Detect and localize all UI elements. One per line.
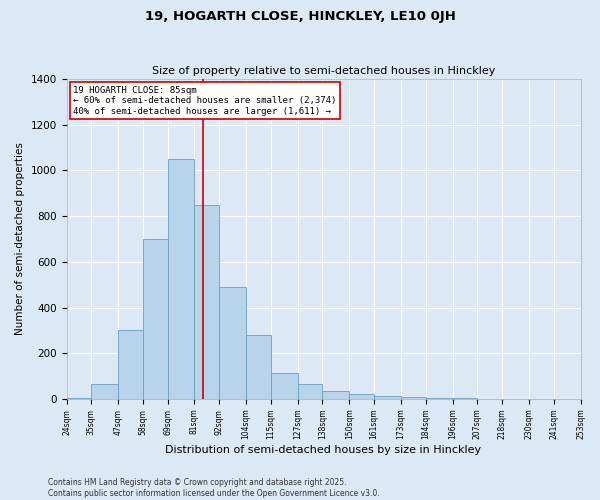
Bar bbox=[219, 287, 246, 399]
Bar bbox=[425, 398, 452, 399]
Bar bbox=[194, 204, 219, 399]
Text: Contains HM Land Registry data © Crown copyright and database right 2025.
Contai: Contains HM Land Registry data © Crown c… bbox=[48, 478, 380, 498]
Bar bbox=[246, 335, 271, 399]
Bar bbox=[349, 394, 374, 399]
Bar bbox=[143, 239, 167, 399]
Bar bbox=[298, 384, 322, 399]
Bar bbox=[322, 391, 349, 399]
Bar bbox=[67, 398, 91, 399]
Y-axis label: Number of semi-detached properties: Number of semi-detached properties bbox=[15, 142, 25, 336]
Bar bbox=[374, 396, 401, 399]
Bar bbox=[118, 330, 143, 399]
Bar bbox=[91, 384, 118, 399]
Title: Size of property relative to semi-detached houses in Hinckley: Size of property relative to semi-detach… bbox=[152, 66, 495, 76]
Text: 19 HOGARTH CLOSE: 85sqm
← 60% of semi-detached houses are smaller (2,374)
40% of: 19 HOGARTH CLOSE: 85sqm ← 60% of semi-de… bbox=[73, 86, 337, 116]
Bar bbox=[401, 396, 425, 399]
Bar bbox=[167, 159, 194, 399]
Text: 19, HOGARTH CLOSE, HINCKLEY, LE10 0JH: 19, HOGARTH CLOSE, HINCKLEY, LE10 0JH bbox=[145, 10, 455, 23]
X-axis label: Distribution of semi-detached houses by size in Hinckley: Distribution of semi-detached houses by … bbox=[166, 445, 482, 455]
Bar bbox=[271, 372, 298, 399]
Bar bbox=[452, 398, 477, 399]
